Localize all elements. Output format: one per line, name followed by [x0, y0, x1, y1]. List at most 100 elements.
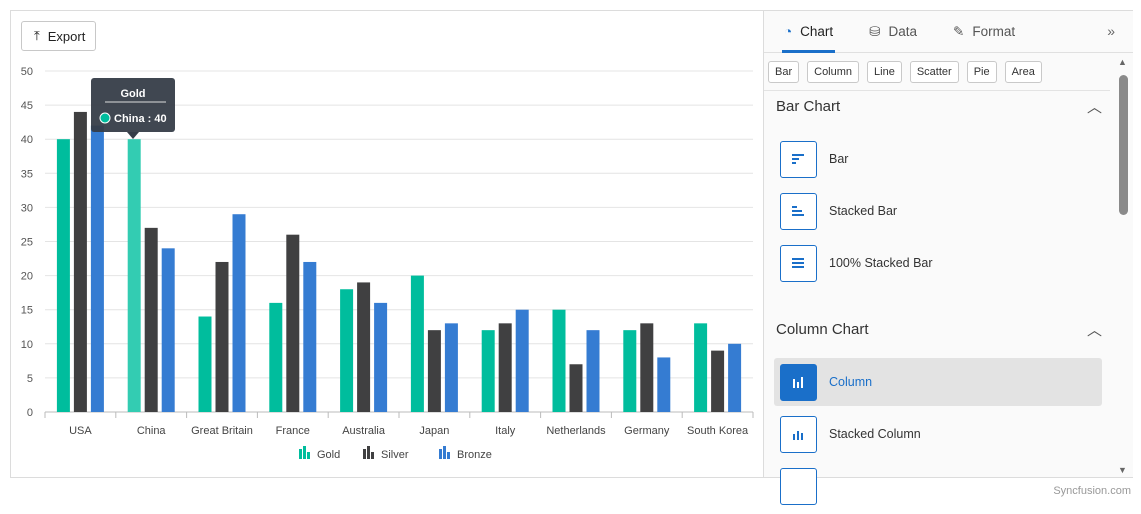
- chart-designer: 0 5 10 15 20 25 30 35 40 45 50 USA China Great Britai…: [10, 10, 1133, 505]
- scroll-down-icon[interactable]: ▼: [1118, 465, 1127, 475]
- chart-option-bar[interactable]: Bar: [774, 135, 1102, 183]
- legend-icon: [443, 446, 446, 459]
- scrollbar[interactable]: ▲ ▼: [1117, 57, 1129, 475]
- x-tick-label: Netherlands: [546, 425, 606, 437]
- x-tick-label: France: [276, 425, 310, 437]
- legend-icon: [367, 446, 370, 459]
- bar-gold-china: [127, 139, 141, 412]
- export-button[interactable]: ⤒ Export: [21, 21, 97, 51]
- tab-label: Format: [972, 24, 1016, 39]
- bar-bronze-germany: [657, 357, 671, 412]
- x-tick-label: South Korea: [687, 425, 749, 437]
- section-header[interactable]: Column Chart ︿: [776, 314, 1102, 344]
- y-tick-label: 15: [21, 305, 33, 317]
- bar-silver-usa: [73, 111, 87, 413]
- bar-silver-netherlands: [569, 364, 583, 412]
- y-tick-label: 25: [21, 237, 33, 249]
- tab-chart[interactable]: ◔ Chart: [781, 11, 836, 53]
- chip-bar[interactable]: Bar: [768, 61, 800, 83]
- y-tick-label: 30: [21, 202, 33, 214]
- bar-silver-great-britain: [215, 261, 229, 412]
- upload-icon: ⤒: [34, 28, 40, 43]
- bar-gold-australia: [340, 289, 354, 412]
- bar-gold-south-korea: [694, 323, 708, 412]
- y-tick-label: 50: [21, 66, 33, 78]
- chart-icon: [780, 467, 817, 505]
- bar-gold-usa: [56, 139, 70, 412]
- x-tick-label: China: [137, 425, 167, 437]
- bar-gold-germany: [623, 330, 637, 412]
- scrollbar-thumb[interactable]: [1119, 75, 1128, 215]
- bar-silver-south-korea: [711, 350, 725, 412]
- bar-silver-australia: [357, 282, 371, 412]
- legend-icon: [371, 452, 374, 459]
- chart-option-column[interactable]: Column: [774, 358, 1102, 406]
- column-chart-section: Column Chart ︿ Column Stacked Column: [774, 314, 1102, 514]
- chevron-up-icon[interactable]: ︿: [1086, 321, 1102, 339]
- legend-label-gold: Gold: [317, 449, 340, 461]
- bar-gold-great-britain: [198, 316, 212, 412]
- x-tick-label: USA: [69, 425, 92, 437]
- chart-option-100-stacked-bar[interactable]: 100% Stacked Bar: [774, 239, 1102, 287]
- y-tick-label: 45: [21, 100, 33, 112]
- bar-bronze-usa: [90, 125, 104, 412]
- legend-icon: [303, 446, 306, 459]
- legend-icon: [447, 452, 450, 459]
- legend-icon: [307, 452, 310, 459]
- bar-bronze-italy: [515, 309, 529, 412]
- option-label: Column: [829, 375, 873, 389]
- y-tick-label: 5: [27, 373, 33, 385]
- column-chart: 0 5 10 15 20 25 30 35 40 45 50 USA China Great Britai…: [21, 66, 754, 461]
- bar-bronze-australia: [374, 302, 388, 412]
- tooltip-box: [91, 78, 175, 132]
- tooltip-pointer: [127, 132, 139, 139]
- chip-pie[interactable]: Pie: [966, 61, 997, 83]
- option-label: 100% Stacked Bar: [829, 256, 933, 270]
- stacked-bar-icon: [780, 192, 817, 230]
- bar-silver-france: [286, 234, 300, 412]
- bar-gold-italy: [481, 330, 495, 412]
- chart-option-more[interactable]: [774, 462, 1102, 510]
- bar-bronze-south-korea: [728, 343, 742, 412]
- tab-label: Data: [888, 24, 918, 39]
- y-tick-label: 10: [21, 339, 33, 351]
- chip-scatter[interactable]: Scatter: [909, 61, 959, 83]
- tooltip-text: China : 40: [114, 113, 167, 125]
- option-label: Stacked Column: [829, 427, 921, 441]
- pie-chart-icon: ◔: [784, 24, 793, 39]
- full-stacked-bar-icon: [780, 244, 817, 282]
- tab-format[interactable]: ✎ Format: [953, 11, 1015, 53]
- legend-icon: [363, 449, 366, 459]
- option-label: Bar: [829, 152, 849, 166]
- y-tick-label: 35: [21, 168, 33, 180]
- chart-option-stacked-bar[interactable]: Stacked Bar: [774, 187, 1102, 235]
- panel-tabs: ◔ Chart ⛁ Data ✎ Format »: [764, 11, 1133, 53]
- chart-option-stacked-column[interactable]: Stacked Column: [774, 410, 1102, 458]
- format-icon: ✎: [953, 23, 965, 39]
- tab-data[interactable]: ⛁ Data: [869, 11, 917, 53]
- legend-icon: [299, 449, 302, 459]
- section-title: Bar Chart: [776, 97, 841, 115]
- export-label: Export: [47, 28, 86, 44]
- chart-type-chips: Bar Column Line Scatter Pie Area: [764, 53, 1110, 91]
- section-header[interactable]: Bar Chart ︿: [776, 91, 1102, 121]
- bar-bronze-china: [161, 248, 175, 412]
- y-tick-label: 0: [27, 407, 33, 419]
- tooltip-marker: [99, 112, 111, 124]
- chip-line[interactable]: Line: [867, 61, 902, 83]
- bar-bronze-netherlands: [586, 330, 600, 412]
- chevron-up-icon[interactable]: ︿: [1086, 98, 1102, 116]
- chip-column[interactable]: Column: [807, 61, 860, 83]
- bar-gold-japan: [410, 275, 424, 412]
- chip-area[interactable]: Area: [1004, 61, 1042, 83]
- y-tick-label: 40: [21, 134, 33, 146]
- bar-bronze-great-britain: [232, 214, 246, 412]
- chart-area: 0 5 10 15 20 25 30 35 40 45 50 USA China Great Britai…: [11, 11, 763, 477]
- bar-silver-italy: [498, 323, 512, 412]
- bar-silver-china: [144, 227, 158, 412]
- bar-silver-germany: [640, 323, 654, 412]
- bar-bronze-japan: [444, 323, 458, 412]
- chevrons-right-icon[interactable]: »: [1107, 23, 1115, 39]
- database-icon: ⛁: [869, 23, 881, 39]
- scroll-up-icon[interactable]: ▲: [1118, 57, 1127, 67]
